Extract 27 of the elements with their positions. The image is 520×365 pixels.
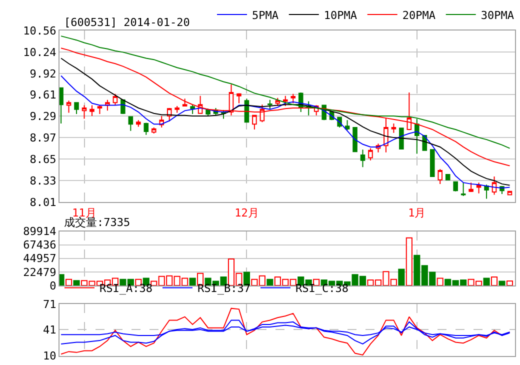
y-tick-label: 0 (50, 279, 56, 292)
y-tick-label: 8.01 (30, 196, 56, 209)
y-tick-label: 8.65 (30, 152, 56, 166)
legend-label: 20PMA (402, 8, 436, 22)
y-tick-label: 8.33 (30, 174, 56, 188)
y-tick-label: 8.97 (30, 131, 56, 144)
y-tick-label: 71 (43, 298, 56, 311)
legend-label: 10PMA (324, 8, 358, 22)
y-tick-label: 9.29 (30, 110, 56, 123)
y-tick-label: 22479 (23, 266, 56, 279)
x-tick-label: 1月 (408, 206, 426, 220)
legend-label: RSI_C:38 (295, 282, 348, 295)
y-tick-label: 9.92 (30, 68, 56, 81)
y-tick-label: 89914 (23, 225, 57, 238)
legend-label: 5PMA (252, 8, 279, 22)
chart-title: [600531] 2014-01-20 (64, 16, 190, 29)
y-tick-label: 41 (43, 323, 56, 336)
legend-label: 30PMA (480, 8, 514, 22)
y-tick-label: 10.24 (23, 46, 57, 60)
y-tick-label: 67436 (23, 238, 56, 252)
x-tick-label: 12月 (234, 206, 259, 220)
legend-label: RSI_A:38 (100, 282, 152, 295)
y-tick-label: 10 (43, 350, 56, 363)
y-tick-label: 44957 (23, 252, 56, 266)
y-tick-label: 9.61 (30, 88, 56, 102)
y-tick-label: 10.56 (23, 24, 56, 38)
legend-label: RSI_B:37 (197, 282, 250, 295)
